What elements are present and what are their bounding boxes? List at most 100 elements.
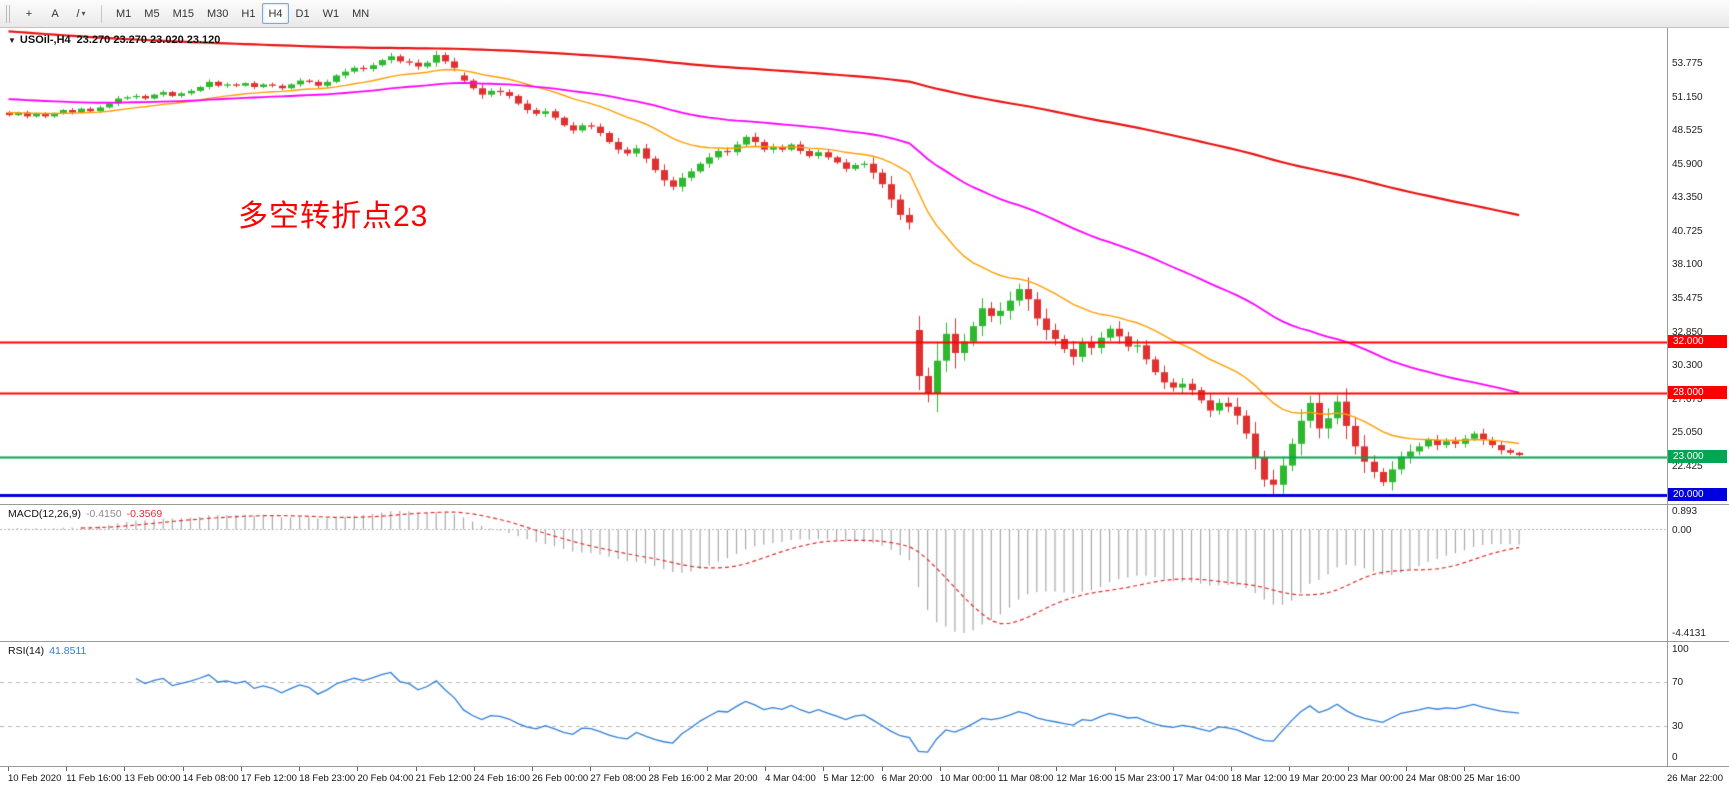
chart-header: ▼ USOil-,H4 23.270 23.270 23.020 23.120 bbox=[8, 34, 220, 46]
time-axis-label: 24 Mar 08:00 bbox=[1405, 773, 1462, 784]
chart-symbol-timeframe: USOil-,H4 bbox=[19, 34, 71, 46]
rsi-scale-label: 0 bbox=[1672, 752, 1678, 763]
price-tick-label: 53.775 bbox=[1672, 58, 1703, 69]
timeframe-m15-button[interactable]: M15 bbox=[172, 7, 194, 20]
macd-value: -0.4150 bbox=[85, 508, 122, 520]
time-axis-tick bbox=[1114, 767, 1116, 771]
time-axis-label: 2 Mar 20:00 bbox=[706, 773, 758, 784]
time-axis-label: 26 Mar 22:00 bbox=[1667, 773, 1723, 784]
rsi-panel-separator[interactable] bbox=[0, 641, 1729, 642]
toolbar-separator bbox=[101, 4, 102, 23]
time-axis-tick bbox=[881, 767, 883, 771]
rsi-panel-canvas[interactable] bbox=[0, 642, 1667, 766]
time-axis-tick bbox=[1347, 767, 1349, 771]
timeframe-h4-button[interactable]: H4 bbox=[262, 3, 289, 24]
draw-tool-button[interactable]: / ▾ bbox=[69, 3, 93, 24]
chart-ohlc-values: 23.270 23.270 23.020 23.120 bbox=[76, 34, 221, 46]
time-axis[interactable]: 10 Feb 2020 11 Feb 16:00 13 Feb 00:00 14 Fe… bbox=[0, 766, 1729, 790]
time-axis-tick bbox=[590, 767, 592, 771]
timeframe-m1-button[interactable]: M1 bbox=[116, 7, 132, 20]
time-axis-tick bbox=[1405, 767, 1407, 771]
hline-price-label-23.000: 23.000 bbox=[1668, 450, 1727, 464]
time-axis-tick bbox=[1289, 767, 1291, 771]
price-tick-label: 40.725 bbox=[1672, 225, 1703, 237]
time-axis-label: 26 Feb 00:00 bbox=[532, 773, 589, 784]
time-axis-label: 17 Mar 04:00 bbox=[1172, 773, 1229, 784]
price-tick-label: 48.525 bbox=[1672, 125, 1703, 137]
time-axis-label: 14 Feb 08:00 bbox=[182, 773, 239, 784]
price-tick-label: 22.425 bbox=[1672, 460, 1703, 472]
time-axis-label: 11 Mar 08:00 bbox=[998, 773, 1054, 784]
time-axis-label: 15 Mar 23:00 bbox=[1114, 773, 1171, 784]
price-tick-label: 27.675 bbox=[1672, 393, 1703, 405]
macd-panel-separator[interactable] bbox=[0, 504, 1729, 505]
time-axis-label: 6 Mar 20:00 bbox=[881, 773, 933, 784]
time-axis-label: 4 Mar 04:00 bbox=[765, 773, 816, 784]
timeframe-mn-button[interactable]: MN bbox=[352, 7, 370, 20]
timeframe-h1-button[interactable]: H1 bbox=[241, 7, 256, 20]
time-axis-label: 17 Feb 12:00 bbox=[240, 773, 297, 784]
time-axis-tick bbox=[8, 767, 9, 771]
time-axis-tick bbox=[124, 767, 126, 771]
price-tick-label: 32.850 bbox=[1672, 326, 1703, 338]
main-chart-canvas[interactable] bbox=[0, 28, 1667, 504]
crosshair-tool-button[interactable]: + bbox=[17, 3, 41, 24]
timeframe-w1-button[interactable]: W1 bbox=[322, 7, 340, 20]
chart-text-annotation[interactable]: 多空转折点23 bbox=[238, 200, 429, 233]
rsi-label-row: RSI(14) 41.8511 bbox=[8, 645, 91, 657]
time-axis-label: 10 Mar 00:00 bbox=[939, 773, 996, 784]
hline-price-label-28.000: 28.000 bbox=[1668, 386, 1727, 400]
time-axis-label: 21 Feb 12:00 bbox=[415, 773, 472, 784]
rsi-scale-label: 100 bbox=[1672, 644, 1689, 655]
time-axis-tick bbox=[706, 767, 708, 771]
rsi-indicator-name: RSI(14) bbox=[8, 645, 45, 657]
macd-scale-max: 0.893 bbox=[1672, 506, 1698, 517]
price-scale-axis-line[interactable] bbox=[1667, 28, 1668, 766]
time-axis-tick bbox=[299, 767, 301, 771]
time-axis-label: 18 Feb 23:00 bbox=[299, 773, 356, 784]
time-axis-tick bbox=[1464, 767, 1465, 771]
price-tick-label: 45.900 bbox=[1672, 158, 1703, 170]
text-tool-icon: A bbox=[51, 7, 59, 20]
timeframe-d1-button[interactable]: D1 bbox=[295, 7, 310, 20]
time-axis-tick bbox=[765, 767, 767, 771]
time-axis-label: 25 Mar 16:00 bbox=[1464, 773, 1520, 784]
time-axis-tick bbox=[998, 767, 1000, 771]
timeframe-m30-button[interactable]: M30 bbox=[206, 7, 229, 20]
price-tick-label: 30.300 bbox=[1672, 360, 1703, 372]
macd-scale-min: -4.4131 bbox=[1672, 628, 1706, 639]
price-tick-label: 38.100 bbox=[1672, 259, 1703, 271]
time-axis-tick bbox=[939, 767, 941, 771]
time-axis-tick bbox=[1172, 767, 1174, 771]
time-axis-label: 12 Mar 16:00 bbox=[1056, 773, 1113, 784]
rsi-scale-label: 30 bbox=[1672, 721, 1684, 733]
timeframe-m5-button[interactable]: M5 bbox=[144, 7, 160, 20]
timeframe-group: M1 M5 M15 M30 H1 H4 D1 W1 MN bbox=[110, 3, 375, 24]
toolbar: + A / ▾ M1 M5 M15 M30 H1 H4 D1 W1 MN bbox=[0, 0, 1729, 28]
one-click-trading-arrow-icon[interactable]: ▼ bbox=[8, 36, 16, 45]
time-axis-label: 27 Feb 08:00 bbox=[590, 773, 647, 784]
toolbar-grip[interactable] bbox=[6, 4, 10, 23]
time-axis-label: 5 Mar 12:00 bbox=[823, 773, 875, 784]
time-axis-label: 23 Mar 00:00 bbox=[1347, 773, 1404, 784]
price-tick-label: 43.350 bbox=[1672, 192, 1703, 204]
time-axis-tick bbox=[823, 767, 825, 771]
time-axis-tick bbox=[240, 767, 242, 771]
macd-indicator-name: MACD(12,26,9) bbox=[8, 508, 81, 520]
time-axis-tick bbox=[1231, 767, 1233, 771]
macd-label-row: MACD(12,26,9) -0.4150 -0.3569 bbox=[8, 508, 167, 520]
text-tool-button[interactable]: A bbox=[43, 3, 67, 24]
time-axis-tick bbox=[648, 767, 650, 771]
hline-price-label-20.000: 20.000 bbox=[1668, 488, 1727, 502]
time-axis-tick bbox=[1056, 767, 1058, 771]
crosshair-icon: + bbox=[25, 7, 33, 20]
time-axis-label: 11 Feb 16:00 bbox=[66, 773, 122, 784]
time-axis-label: 20 Feb 04:00 bbox=[357, 773, 414, 784]
rsi-value: 41.8511 bbox=[49, 645, 87, 657]
trendline-icon: / bbox=[76, 7, 80, 20]
price-tick-label: 35.475 bbox=[1672, 292, 1703, 304]
macd-scale-zero: 0.00 bbox=[1672, 524, 1692, 536]
time-axis-tick bbox=[66, 767, 68, 771]
macd-panel-canvas[interactable] bbox=[0, 505, 1667, 641]
